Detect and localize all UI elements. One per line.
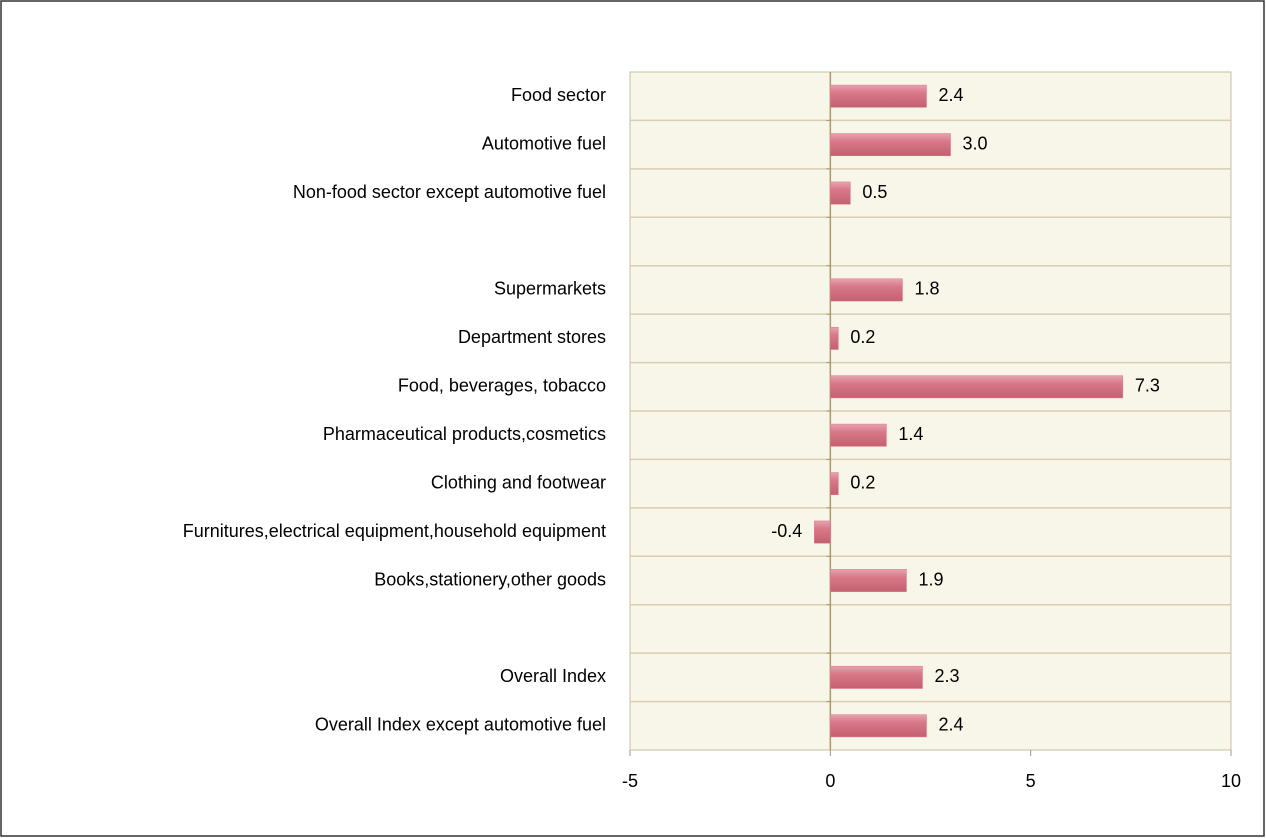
- y-tick-label: Non-food sector except automotive fuel: [293, 182, 606, 202]
- bar: [830, 326, 839, 350]
- data-label: 3.0: [963, 133, 988, 153]
- bar: [830, 181, 851, 205]
- y-tick-label: Clothing and footwear: [431, 472, 606, 492]
- bar: [830, 714, 927, 738]
- y-tick-label: Overall Index except automotive fuel: [315, 715, 606, 735]
- data-label: 1.4: [898, 424, 923, 444]
- data-label: 2.4: [938, 85, 963, 105]
- bar: [814, 520, 831, 544]
- y-tick-label: Automotive fuel: [482, 133, 606, 153]
- y-tick-label: Furnitures,electrical equipment,househol…: [183, 521, 606, 541]
- y-tick-label: Food sector: [511, 85, 606, 105]
- data-label: 2.3: [934, 666, 959, 686]
- data-label: -0.4: [771, 521, 802, 541]
- y-tick-label: Department stores: [458, 327, 606, 347]
- y-tick-label: Pharmaceutical products,cosmetics: [323, 424, 606, 444]
- y-tick-label: Books,stationery,other goods: [374, 569, 606, 589]
- data-label: 2.4: [938, 715, 963, 735]
- data-label: 7.3: [1135, 376, 1160, 396]
- bar: [830, 375, 1124, 399]
- x-tick-label: -5: [622, 771, 638, 791]
- y-tick-label: Food, beverages, tobacco: [398, 376, 606, 396]
- data-label: 0.5: [862, 182, 887, 202]
- bar: [830, 569, 907, 592]
- y-tick-label: Overall Index: [500, 666, 606, 686]
- bar: [830, 423, 887, 447]
- data-label: 0.2: [850, 327, 875, 347]
- bar: [830, 665, 923, 689]
- bar: [830, 133, 951, 157]
- data-label: 1.9: [918, 569, 943, 589]
- bar: [830, 278, 903, 302]
- data-label: 0.2: [850, 472, 875, 492]
- x-tick-label: 5: [1026, 771, 1036, 791]
- bar: [830, 472, 839, 496]
- bar: [830, 84, 927, 108]
- x-tick-label: 10: [1221, 771, 1241, 791]
- x-tick-label: 0: [825, 771, 835, 791]
- data-label: 1.8: [914, 279, 939, 299]
- y-tick-label: Supermarkets: [494, 279, 606, 299]
